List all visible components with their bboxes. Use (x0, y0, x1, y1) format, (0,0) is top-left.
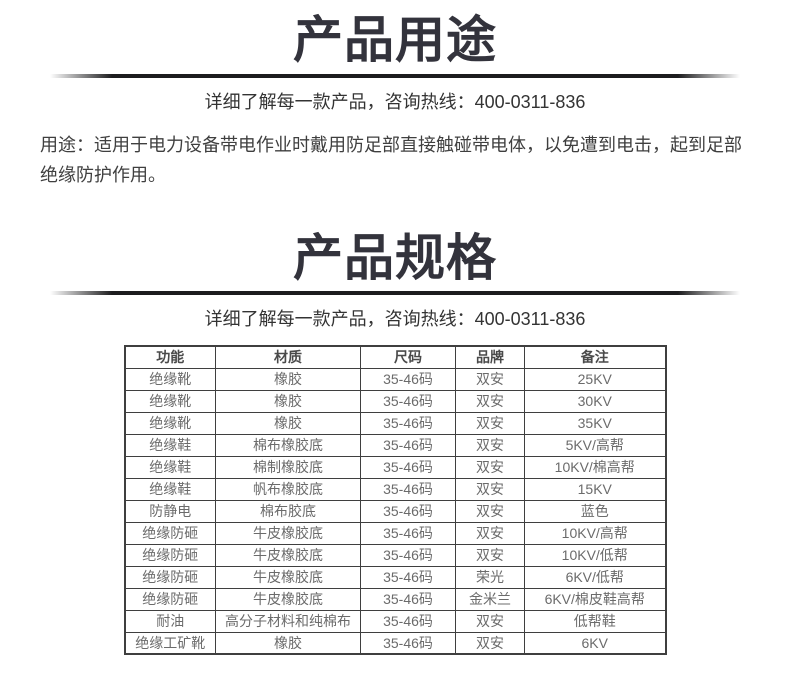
hotline-subtitle: 详细了解每一款产品，咨询热线：400-0311-836 (204, 91, 586, 112)
table-cell: 6KV (524, 631, 666, 655)
table-cell: 35-46码 (360, 565, 456, 589)
table-cell: 35-46码 (360, 587, 456, 611)
table-cell: 橡胶 (215, 367, 361, 391)
table-cell: 双安 (455, 499, 525, 523)
table-cell: 30KV (524, 389, 666, 413)
table-cell: 绝缘防砸 (124, 543, 216, 567)
table-cell: 橡胶 (215, 411, 361, 435)
table-row: 绝缘防砸 牛皮橡胶底 35-46码 金米兰 6KV/棉皮鞋高帮 (124, 587, 666, 611)
table-cell: 35-46码 (360, 499, 456, 523)
table-cell: 牛皮橡胶底 (215, 587, 361, 611)
table-cell: 35-46码 (360, 433, 456, 457)
table-row: 绝缘防砸 牛皮橡胶底 35-46码 荣光 6KV/低帮 (124, 565, 666, 589)
table-cell: 6KV/棉皮鞋高帮 (524, 587, 666, 611)
table-row: 防静电 棉布胶底 35-46码 双安 蓝色 (124, 499, 666, 523)
table-cell: 双安 (455, 433, 525, 457)
table-row: 绝缘鞋 棉制橡胶底 35-46码 双安 10KV/棉高帮 (124, 455, 666, 479)
table-cell: 10KV/棉高帮 (524, 455, 666, 479)
table-cell: 绝缘防砸 (124, 587, 216, 611)
table-cell: 棉制橡胶底 (215, 455, 361, 479)
table-cell: 蓝色 (524, 499, 666, 523)
table-cell: 橡胶 (215, 631, 361, 655)
table-cell: 双安 (455, 455, 525, 479)
column-header-size: 尺码 (360, 345, 456, 369)
spec-section: 产品规格 详细了解每一款产品，咨询热线：400-0311-836 功能 材质 尺… (0, 218, 790, 655)
table-cell: 10KV/高帮 (524, 521, 666, 545)
table-cell: 金米兰 (455, 587, 525, 611)
table-cell: 6KV/低帮 (524, 565, 666, 589)
table-cell: 35-46码 (360, 609, 456, 633)
table-cell: 35-46码 (360, 367, 456, 391)
spec-table-body: 绝缘靴 橡胶 35-46码 双安 25KV 绝缘靴 橡胶 35-46码 双安 30KV 绝缘靴 橡胶 3… (124, 367, 666, 655)
table-cell: 绝缘鞋 (124, 455, 216, 479)
table-cell: 牛皮橡胶底 (215, 565, 361, 589)
table-row: 绝缘工矿靴 橡胶 35-46码 双安 6KV (124, 631, 666, 655)
table-cell: 绝缘防砸 (124, 521, 216, 545)
table-cell: 35-46码 (360, 631, 456, 655)
hotline-subtitle: 详细了解每一款产品，咨询热线：400-0311-836 (204, 309, 586, 329)
table-cell: 10KV/低帮 (524, 543, 666, 567)
usage-section-title: 产品用途 (293, 12, 497, 68)
table-cell: 棉布橡胶底 (215, 433, 361, 457)
table-cell: 35-46码 (360, 389, 456, 413)
table-cell: 荣光 (455, 565, 525, 589)
table-cell: 绝缘靴 (124, 411, 216, 435)
table-cell: 双安 (455, 609, 525, 633)
column-header-brand: 品牌 (455, 345, 525, 369)
table-cell: 双安 (455, 543, 525, 567)
column-header-function: 功能 (124, 345, 216, 369)
table-cell: 高分子材料和纯棉布 (215, 609, 361, 633)
table-cell: 35-46码 (360, 543, 456, 567)
table-cell: 耐油 (124, 609, 216, 633)
title-divider-line (50, 73, 740, 78)
table-cell: 牛皮橡胶底 (215, 543, 361, 567)
table-row: 绝缘防砸 牛皮橡胶底 35-46码 双安 10KV/高帮 (124, 521, 666, 545)
table-cell: 绝缘防砸 (124, 565, 216, 589)
usage-section: 产品用途 详细了解每一款产品，咨询热线：400-0311-836 用途：适用于电… (0, 0, 790, 190)
table-cell: 35-46码 (360, 477, 456, 501)
table-cell: 绝缘鞋 (124, 477, 216, 501)
table-row: 绝缘靴 橡胶 35-46码 双安 35KV (124, 411, 666, 435)
table-cell: 绝缘靴 (124, 389, 216, 413)
table-cell: 绝缘鞋 (124, 433, 216, 457)
table-cell: 低帮鞋 (524, 609, 666, 633)
table-header-row: 功能 材质 尺码 品牌 备注 (124, 345, 666, 369)
table-row: 绝缘鞋 帆布橡胶底 35-46码 双安 15KV (124, 477, 666, 501)
spec-section-title: 产品规格 (293, 229, 497, 286)
table-cell: 35-46码 (360, 521, 456, 545)
table-cell: 15KV (524, 477, 666, 501)
table-row: 绝缘防砸 牛皮橡胶底 35-46码 双安 10KV/低帮 (124, 543, 666, 567)
table-cell: 35KV (524, 411, 666, 435)
table-row: 绝缘靴 橡胶 35-46码 双安 30KV (124, 389, 666, 413)
table-cell: 5KV/高帮 (524, 433, 666, 457)
table-cell: 牛皮橡胶底 (215, 521, 361, 545)
table-cell: 35-46码 (360, 455, 456, 479)
table-cell: 35-46码 (360, 411, 456, 435)
title-divider-line (50, 291, 740, 295)
table-cell: 双安 (455, 411, 525, 435)
table-cell: 双安 (455, 477, 525, 501)
column-header-material: 材质 (215, 345, 361, 369)
table-cell: 防静电 (124, 499, 216, 523)
table-row: 耐油 高分子材料和纯棉布 35-46码 双安 低帮鞋 (124, 609, 666, 633)
table-cell: 双安 (455, 389, 525, 413)
table-row: 绝缘鞋 棉布橡胶底 35-46码 双安 5KV/高帮 (124, 433, 666, 457)
table-cell: 绝缘靴 (124, 367, 216, 391)
table-cell: 棉布胶底 (215, 499, 361, 523)
table-cell: 帆布橡胶底 (215, 477, 361, 501)
table-cell: 双安 (455, 521, 525, 545)
table-cell: 双安 (455, 367, 525, 391)
table-row: 绝缘靴 橡胶 35-46码 双安 25KV (124, 367, 666, 391)
table-cell: 25KV (524, 367, 666, 391)
column-header-remark: 备注 (524, 345, 666, 369)
table-cell: 橡胶 (215, 389, 361, 413)
table-cell: 绝缘工矿靴 (124, 631, 216, 655)
spec-table: 功能 材质 尺码 品牌 备注 绝缘靴 橡胶 35-46码 双安 25KV 绝缘靴 橡胶 35-… (123, 345, 667, 655)
table-cell: 双安 (455, 631, 525, 655)
usage-description: 用途：适用于电力设备带电作业时戴用防足部直接触碰带电体，以免遭到电击，起到足部绝… (40, 134, 742, 185)
